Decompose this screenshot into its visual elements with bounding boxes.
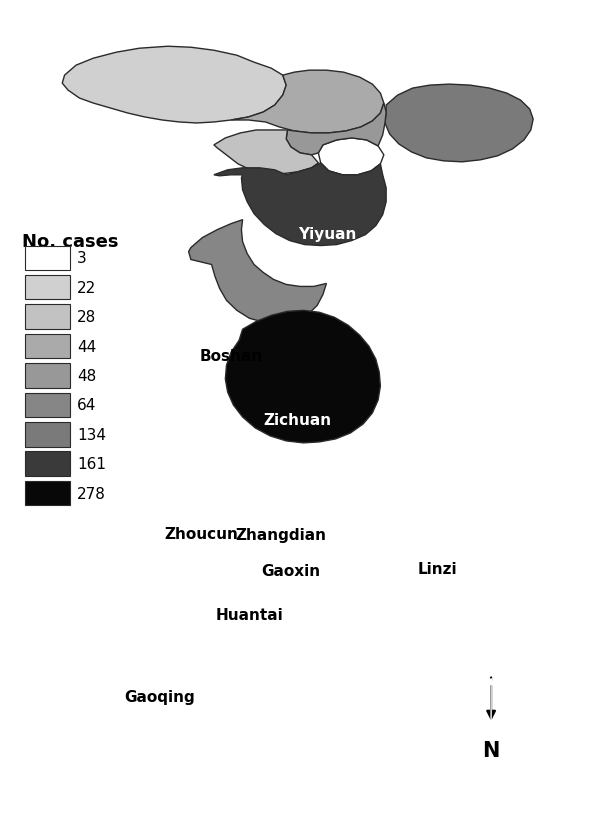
Text: Huantai: Huantai	[215, 608, 283, 622]
Polygon shape	[286, 104, 386, 156]
Text: Zhoucun: Zhoucun	[164, 526, 238, 541]
Polygon shape	[214, 131, 319, 174]
Text: No. cases: No. cases	[22, 233, 119, 251]
Text: 22: 22	[77, 280, 97, 296]
Text: Gaoxin: Gaoxin	[262, 563, 320, 578]
Bar	[25, 393, 70, 418]
Bar	[25, 247, 70, 271]
Bar	[25, 482, 70, 506]
Bar	[25, 334, 70, 359]
Bar	[25, 423, 70, 447]
Text: 44: 44	[77, 339, 97, 354]
Text: 48: 48	[77, 369, 97, 383]
Polygon shape	[231, 71, 384, 133]
Text: Zhangdian: Zhangdian	[235, 527, 326, 542]
Text: 28: 28	[77, 310, 97, 325]
Polygon shape	[62, 48, 286, 124]
Polygon shape	[226, 311, 380, 443]
Text: Yiyuan: Yiyuan	[298, 227, 356, 242]
Text: Gaoqing: Gaoqing	[124, 690, 195, 704]
Text: Boshan: Boshan	[200, 349, 263, 364]
Bar	[25, 452, 70, 477]
Polygon shape	[319, 138, 384, 175]
Polygon shape	[214, 164, 386, 247]
Text: 278: 278	[77, 486, 106, 501]
Text: Zichuan: Zichuan	[263, 413, 331, 428]
Text: 3: 3	[77, 251, 87, 266]
Polygon shape	[188, 220, 326, 324]
Bar	[25, 305, 70, 329]
Bar	[25, 276, 70, 300]
Text: Linzi: Linzi	[418, 561, 457, 576]
Text: N: N	[482, 740, 500, 760]
Text: 64: 64	[77, 398, 97, 413]
Polygon shape	[385, 85, 533, 163]
Bar	[25, 364, 70, 388]
Text: 134: 134	[77, 428, 106, 442]
Text: 161: 161	[77, 457, 106, 472]
